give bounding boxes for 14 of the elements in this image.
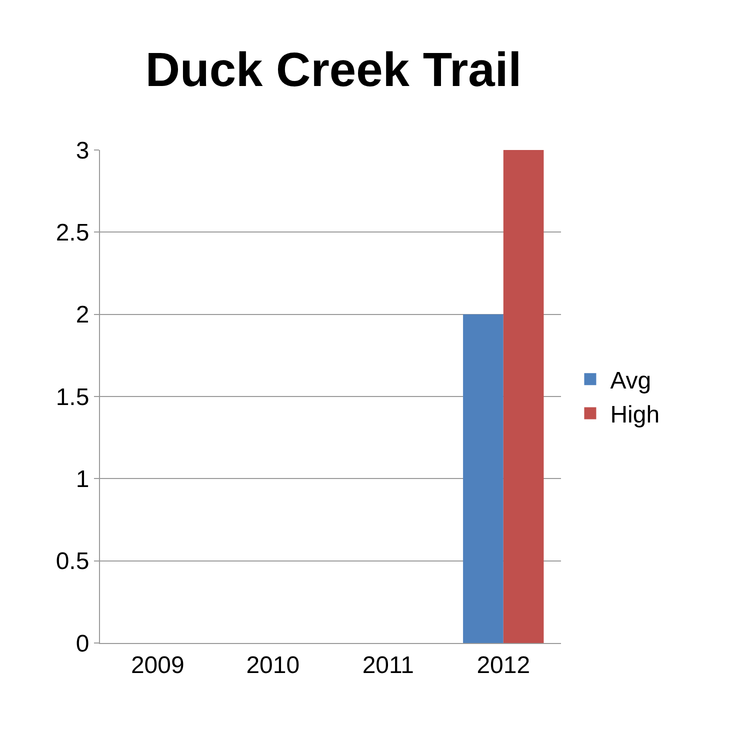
y-tick-label: 3 xyxy=(76,137,90,164)
y-tick-label: 0 xyxy=(76,630,90,658)
y-tick-label: 1.5 xyxy=(56,384,90,411)
x-tick-label: 2010 xyxy=(246,652,300,679)
chart-title: Duck Creek Trail xyxy=(145,44,522,97)
x-tick-label: 2011 xyxy=(362,652,414,679)
legend-label: Avg xyxy=(610,367,652,394)
y-tick-label: 0.5 xyxy=(56,548,90,576)
x-tick-label: 2009 xyxy=(130,652,184,679)
y-tick-label: 1 xyxy=(76,466,90,494)
y-tick-label: 2.5 xyxy=(56,220,90,247)
legend-label: High xyxy=(610,402,660,429)
x-tick-label: 2012 xyxy=(476,652,530,679)
y-tick-label: 2 xyxy=(76,302,90,329)
